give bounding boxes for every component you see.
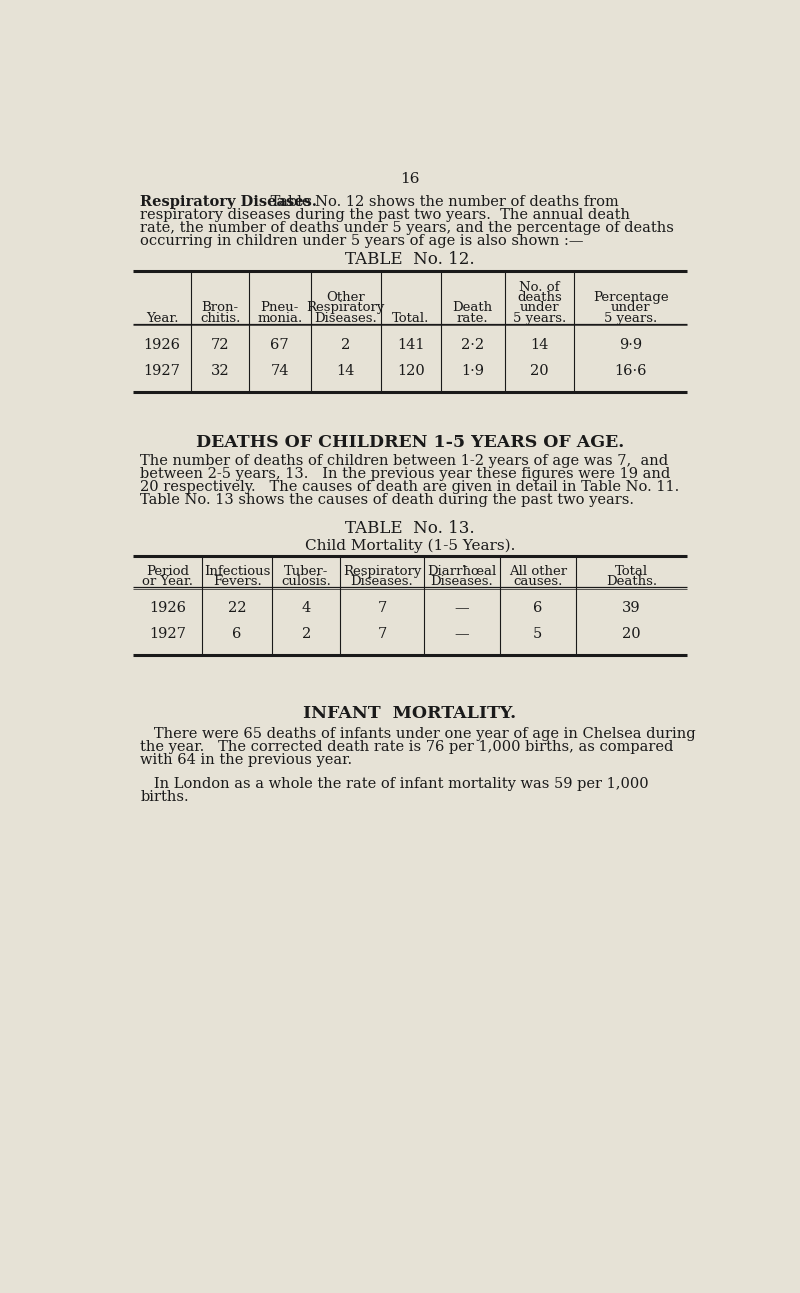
Text: under: under bbox=[611, 301, 650, 314]
Text: 67: 67 bbox=[270, 337, 289, 352]
Text: monia.: monia. bbox=[257, 312, 302, 325]
Text: 1927: 1927 bbox=[143, 363, 181, 378]
Text: Infectious: Infectious bbox=[204, 565, 270, 578]
Text: The number of deaths of children between 1-2 years of age was 7,  and: The number of deaths of children between… bbox=[140, 454, 669, 468]
Text: 2·2: 2·2 bbox=[462, 337, 484, 352]
Text: births.: births. bbox=[140, 790, 189, 804]
Text: 6: 6 bbox=[533, 601, 542, 615]
Text: 6: 6 bbox=[233, 627, 242, 641]
Text: respiratory diseases during the past two years.  The annual death: respiratory diseases during the past two… bbox=[140, 208, 630, 222]
Text: Year.: Year. bbox=[146, 312, 178, 325]
Text: 20: 20 bbox=[530, 363, 549, 378]
Text: 14: 14 bbox=[530, 337, 549, 352]
Text: 20: 20 bbox=[622, 627, 641, 641]
Text: 1926: 1926 bbox=[143, 337, 181, 352]
Text: Diseases.: Diseases. bbox=[430, 575, 494, 588]
Text: chitis.: chitis. bbox=[200, 312, 240, 325]
Text: under: under bbox=[520, 301, 559, 314]
Text: Tuber-: Tuber- bbox=[284, 565, 328, 578]
Text: Respiratory Diseases.: Respiratory Diseases. bbox=[140, 195, 317, 209]
Text: or Year.: or Year. bbox=[142, 575, 193, 588]
Text: 2: 2 bbox=[302, 627, 310, 641]
Text: Percentage: Percentage bbox=[593, 291, 669, 304]
Text: Table No. 13 shows the causes of death during the past two years.: Table No. 13 shows the causes of death d… bbox=[140, 493, 634, 507]
Text: Other: Other bbox=[326, 291, 365, 304]
Text: 9·9: 9·9 bbox=[619, 337, 642, 352]
Text: causes.: causes. bbox=[513, 575, 562, 588]
Text: Respiratory: Respiratory bbox=[306, 301, 385, 314]
Text: rate.: rate. bbox=[457, 312, 489, 325]
Text: All other: All other bbox=[509, 565, 567, 578]
Text: 16·6: 16·6 bbox=[614, 363, 647, 378]
Text: 7: 7 bbox=[378, 627, 386, 641]
Text: 1926: 1926 bbox=[149, 601, 186, 615]
Text: Bron-: Bron- bbox=[202, 301, 238, 314]
Text: 22: 22 bbox=[228, 601, 246, 615]
Text: 2: 2 bbox=[341, 337, 350, 352]
Text: Deaths.: Deaths. bbox=[606, 575, 658, 588]
Text: Table No. 12 shows the number of deaths from: Table No. 12 shows the number of deaths … bbox=[266, 195, 618, 209]
Text: DEATHS OF CHILDREN 1-5 YEARS OF AGE.: DEATHS OF CHILDREN 1-5 YEARS OF AGE. bbox=[196, 434, 624, 451]
Text: Total.: Total. bbox=[392, 312, 430, 325]
Text: deaths: deaths bbox=[517, 291, 562, 304]
Text: 1·9: 1·9 bbox=[462, 363, 484, 378]
Text: 74: 74 bbox=[270, 363, 289, 378]
Text: 7: 7 bbox=[378, 601, 386, 615]
Text: 16: 16 bbox=[400, 172, 420, 186]
Text: 5: 5 bbox=[534, 627, 542, 641]
Text: with 64 in the previous year.: with 64 in the previous year. bbox=[140, 753, 353, 767]
Text: 4: 4 bbox=[302, 601, 310, 615]
Text: 72: 72 bbox=[211, 337, 230, 352]
Text: the year.   The corrected death rate is 76 per 1,000 births, as compared: the year. The corrected death rate is 76… bbox=[140, 740, 674, 754]
Text: Period: Period bbox=[146, 565, 189, 578]
Text: 141: 141 bbox=[397, 337, 425, 352]
Text: rate, the number of deaths under 5 years, and the percentage of deaths: rate, the number of deaths under 5 years… bbox=[140, 221, 674, 235]
Text: 20 respectively.   The causes of death are given in detail in Table No. 11.: 20 respectively. The causes of death are… bbox=[140, 480, 679, 494]
Text: Death: Death bbox=[453, 301, 493, 314]
Text: Diseases.: Diseases. bbox=[314, 312, 377, 325]
Text: Fevers.: Fevers. bbox=[213, 575, 262, 588]
Text: between 2-5 years, 13.   In the previous year these figures were 19 and: between 2-5 years, 13. In the previous y… bbox=[140, 467, 670, 481]
Text: In London as a whole the rate of infant mortality was 59 per 1,000: In London as a whole the rate of infant … bbox=[140, 777, 649, 790]
Text: Pneu-: Pneu- bbox=[261, 301, 299, 314]
Text: There were 65 deaths of infants under one year of age in Chelsea during: There were 65 deaths of infants under on… bbox=[140, 727, 696, 741]
Text: occurring in children under 5 years of age is also shown :—: occurring in children under 5 years of a… bbox=[140, 234, 584, 248]
Text: 1927: 1927 bbox=[149, 627, 186, 641]
Text: 120: 120 bbox=[397, 363, 425, 378]
Text: No. of: No. of bbox=[519, 281, 560, 294]
Text: —: — bbox=[454, 601, 470, 615]
Text: INFANT  MORTALITY.: INFANT MORTALITY. bbox=[303, 705, 517, 721]
Text: TABLE  No. 12.: TABLE No. 12. bbox=[345, 251, 475, 269]
Text: TABLE  No. 13.: TABLE No. 13. bbox=[345, 520, 475, 537]
Text: Diseases.: Diseases. bbox=[350, 575, 414, 588]
Text: Respiratory: Respiratory bbox=[343, 565, 422, 578]
Text: 5 years.: 5 years. bbox=[513, 312, 566, 325]
Text: 39: 39 bbox=[622, 601, 641, 615]
Text: —: — bbox=[454, 627, 470, 641]
Text: 14: 14 bbox=[337, 363, 355, 378]
Text: Child Mortality (1-5 Years).: Child Mortality (1-5 Years). bbox=[305, 539, 515, 553]
Text: Diarrħœal: Diarrħœal bbox=[427, 565, 497, 578]
Text: Total: Total bbox=[615, 565, 648, 578]
Text: 5 years.: 5 years. bbox=[604, 312, 658, 325]
Text: 32: 32 bbox=[211, 363, 230, 378]
Text: culosis.: culosis. bbox=[282, 575, 331, 588]
